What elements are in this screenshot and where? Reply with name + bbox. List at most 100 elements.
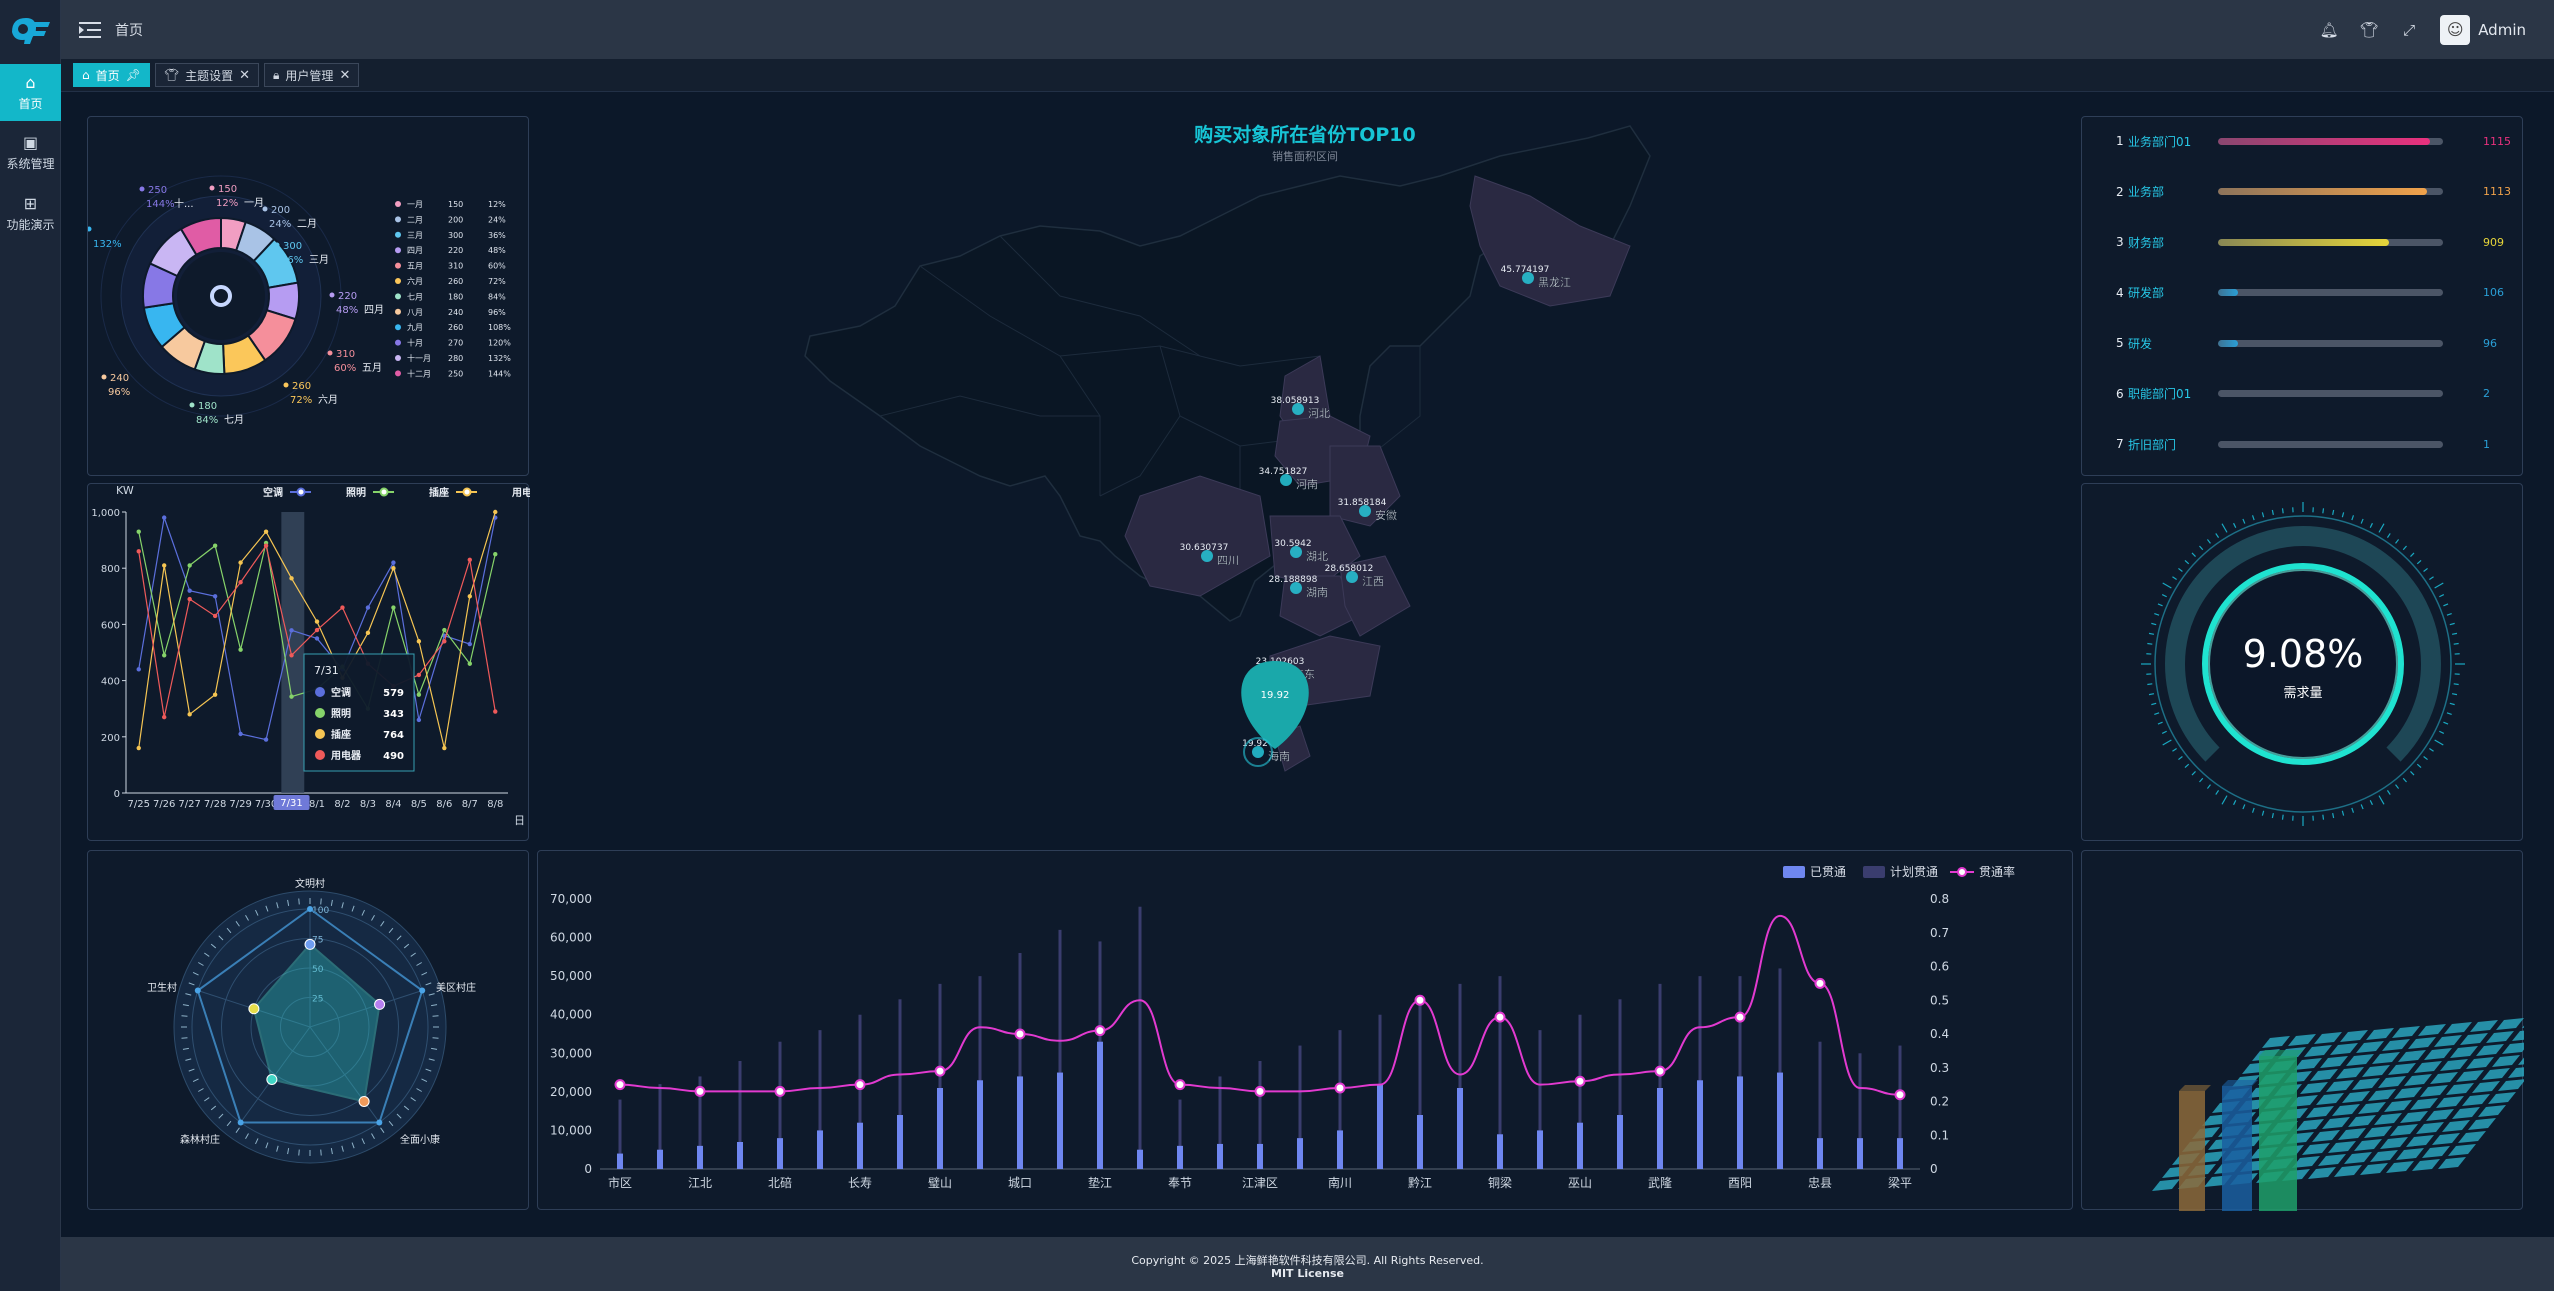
outer-label-pct: 84%	[196, 415, 218, 426]
grid-tile	[2394, 1087, 2422, 1099]
app-logo[interactable]	[6, 10, 56, 50]
panel-gauge: 9.08% 需求量	[2081, 483, 2523, 841]
bar-3d-top	[2259, 1050, 2303, 1056]
province-highlight	[1329, 445, 1401, 527]
radar-tick	[351, 1142, 355, 1149]
legend-pct: 72%	[488, 277, 506, 286]
grid-tile	[2438, 1157, 2466, 1169]
rail-item-system[interactable]: ▣ 系统管理	[0, 124, 61, 181]
gauge-tick	[2151, 622, 2157, 626]
x-tick: 8/3	[360, 799, 376, 810]
lock-icon: 🔒︎	[273, 67, 280, 82]
map-point-name: 安徽	[1375, 508, 1397, 522]
gauge-tick	[2341, 810, 2345, 816]
done-bar	[1577, 1122, 1583, 1169]
gauge-thin-ring	[2154, 515, 2452, 813]
legend-label: 贯通率	[1979, 864, 2015, 879]
close-icon[interactable]: ✕	[239, 67, 251, 83]
gauge-inner-ring	[2208, 569, 2398, 759]
legend-pct: 132%	[488, 354, 511, 363]
outer-label-pct: 36%	[281, 255, 303, 266]
grid-tile	[2358, 1102, 2386, 1114]
pin-icon[interactable]: 📌︎	[125, 68, 141, 82]
legend-marker	[379, 487, 389, 497]
tooltip-value: 343	[383, 709, 404, 720]
radar-tick	[204, 1097, 210, 1102]
grid-tile	[2414, 1061, 2442, 1073]
grid-tile	[2452, 1107, 2480, 1119]
radar-vertex	[376, 1119, 383, 1126]
fullscreen-icon[interactable]: ⤢	[2403, 20, 2416, 39]
close-icon[interactable]: ✕	[339, 67, 351, 83]
outer-label-pct: 132%	[93, 239, 122, 250]
series-point	[416, 692, 422, 697]
grid-tile	[2292, 1156, 2320, 1168]
outer-label-name: 四月	[364, 304, 384, 316]
radar-vertex	[194, 987, 201, 994]
radar-vertex	[307, 906, 313, 912]
radar-tick	[265, 905, 269, 912]
gauge-tick	[2351, 807, 2355, 813]
done-bar	[1337, 1130, 1343, 1169]
x-tick: 7/29	[229, 799, 251, 810]
rail-item-home[interactable]: ⌂ 首页	[0, 64, 61, 121]
x-tick: 8/2	[334, 799, 350, 810]
breadcrumb[interactable]: 首页	[115, 22, 143, 39]
bell-icon[interactable]: 🔔︎	[2319, 20, 2339, 39]
x-tick: 7/30	[255, 799, 277, 810]
radar-axis	[309, 1026, 380, 1123]
line-chart[interactable]: KW日空调照明插座用电器02004006008001,0007/257/267/…	[88, 484, 560, 842]
tab-theme[interactable]: 👕︎ 主题设置 ✕	[154, 63, 260, 87]
grid-tile	[2522, 1016, 2550, 1028]
gauge-tick	[2395, 784, 2400, 789]
tab-users[interactable]: 🔒︎ 用户管理 ✕	[264, 63, 360, 87]
outer-label-name: 五月	[362, 362, 382, 374]
outer-label-value: 240	[110, 373, 129, 384]
series-point	[391, 560, 396, 565]
map-point-value: 38.058913	[1271, 396, 1320, 406]
department-rank: 2	[2116, 184, 2124, 199]
rate-point	[1334, 1082, 1346, 1094]
x-label: 长寿	[848, 1176, 872, 1190]
rate-point	[1174, 1079, 1186, 1091]
legend-value: 200	[448, 215, 463, 224]
bar-3d-top	[2222, 1080, 2258, 1086]
donut-chart[interactable]: 150 12% 一月 200 24% 二月 300 36% 三月 220 48% 四月 310 60% 五月…	[86, 117, 530, 477]
legend-dot	[395, 201, 401, 207]
axis-pointer-shadow	[281, 512, 305, 793]
x-label: 铜梁	[1488, 1175, 1512, 1190]
grid-tile	[2482, 1068, 2510, 1080]
gauge-tick	[2271, 509, 2274, 516]
map-point-name: 河北	[1308, 407, 1330, 420]
grid-tile	[2332, 1104, 2360, 1116]
grid-tile	[2346, 1054, 2374, 1066]
user-menu[interactable]: ☺ Admin	[2440, 14, 2526, 45]
outer-label-pct: 144%	[146, 199, 175, 210]
grid-tile	[2304, 1045, 2332, 1057]
x-label: 璧山	[928, 1175, 952, 1190]
department-bar-track	[2218, 440, 2443, 448]
gauge-tick	[2386, 790, 2391, 795]
shirt-icon[interactable]: 👕︎	[2359, 20, 2379, 39]
grid-tile	[2356, 1041, 2384, 1053]
legend-dot	[395, 278, 401, 284]
rail-item-demo[interactable]: ⊞ 功能演示	[0, 185, 61, 242]
license-link[interactable]: MIT License	[1271, 1267, 1344, 1280]
department-bar-fill	[2218, 289, 2239, 296]
menu-fold-icon[interactable]	[79, 21, 101, 39]
department-bar-fill	[2218, 339, 2239, 347]
grid-tile	[2440, 1059, 2468, 1071]
series-point	[136, 529, 141, 534]
3d-bar-chart[interactable]	[2082, 851, 2554, 1291]
legend-value: 300	[448, 231, 463, 240]
plan-bar	[858, 1014, 862, 1169]
gauge-tick	[2199, 777, 2204, 783]
bar-line-chart[interactable]: 已贯通 计划贯通 贯通率 0 10,000 20,000 30,000 40,000 50,00…	[538, 851, 2074, 1211]
grid-tile	[2348, 1115, 2376, 1127]
legend-value: 250	[448, 369, 463, 378]
tab-home[interactable]: ⌂ 首页 📌︎	[73, 63, 150, 87]
x-label: 城口	[1008, 1176, 1032, 1190]
legend-pct: 84%	[488, 292, 506, 301]
